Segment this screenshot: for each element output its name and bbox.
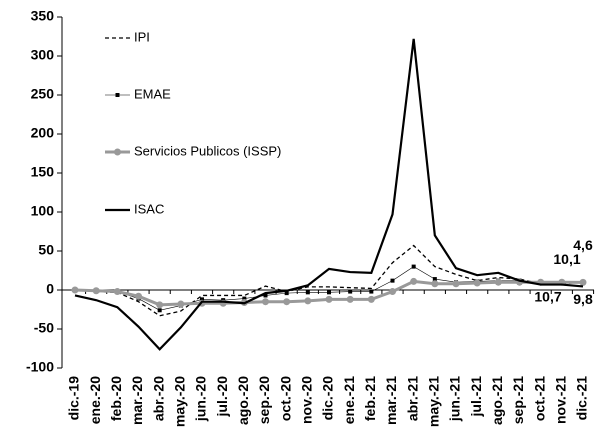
x-tick-label: jun.-21 — [447, 376, 463, 422]
x-tick-label: mar.-21 — [383, 376, 399, 425]
x-tick-label: abr.-20 — [150, 376, 166, 421]
marker — [579, 278, 587, 286]
marker — [304, 297, 312, 305]
x-tick-label: oct.-20 — [277, 376, 293, 421]
marker — [177, 300, 185, 308]
x-tick-label: feb.-21 — [362, 376, 378, 421]
x-tick-label: ene.-20 — [87, 376, 103, 424]
y-tick-label: 350 — [31, 8, 55, 24]
marker — [157, 308, 162, 313]
x-tick-label: mar.-20 — [129, 376, 145, 425]
legend-label: ISAC — [134, 201, 164, 216]
y-tick-label: 50 — [38, 242, 54, 258]
series-line — [74, 38, 584, 351]
marker — [262, 298, 269, 306]
x-tick-label: sep.-20 — [256, 376, 272, 424]
x-tick-label: jul.-21 — [468, 376, 484, 418]
x-tick-label: ago.-20 — [235, 376, 251, 425]
marker — [411, 264, 416, 269]
value-label: 10,7 — [534, 288, 561, 304]
legend-marker — [114, 148, 121, 156]
x-tick-label: ene.-21 — [341, 376, 357, 424]
x-tick-label: nov.-20 — [299, 376, 315, 424]
x-tick-label: may.-21 — [426, 376, 442, 427]
value-label: 10,1 — [553, 251, 580, 267]
x-tick-label: oct.-21 — [531, 376, 547, 421]
marker — [156, 301, 164, 309]
x-tick-label: jun.-20 — [193, 376, 209, 422]
y-tick-label: 100 — [31, 203, 55, 219]
marker — [389, 288, 396, 296]
x-tick-label: sep.-21 — [510, 376, 526, 424]
marker — [242, 296, 247, 301]
marker — [327, 290, 331, 295]
x-tick-label: may.-20 — [172, 376, 188, 427]
marker — [325, 295, 333, 303]
x-tick-label: dic.-19 — [66, 376, 82, 421]
marker — [367, 295, 375, 303]
series-line — [74, 244, 584, 317]
marker — [200, 297, 204, 302]
marker — [348, 289, 353, 294]
marker — [494, 278, 502, 286]
x-tick-label: feb.-20 — [108, 376, 124, 421]
x-tick-label: dic.-20 — [320, 376, 336, 421]
x-tick-label: ago.-21 — [489, 376, 505, 425]
marker — [473, 279, 481, 287]
marker — [263, 293, 268, 298]
marker — [135, 292, 142, 300]
y-tick-label: 200 — [31, 125, 55, 141]
marker — [92, 287, 100, 295]
legend-marker — [115, 93, 120, 97]
series-line — [74, 266, 584, 311]
marker — [113, 288, 121, 296]
y-tick-label: 0 — [46, 281, 54, 297]
legend-label: Servicios Publicos (ISSP) — [134, 143, 281, 158]
marker — [369, 289, 374, 294]
marker — [346, 295, 354, 303]
value-label: 9,8 — [573, 291, 593, 307]
marker — [432, 277, 437, 282]
value-label: 4,6 — [573, 237, 593, 253]
legend-label: IPI — [134, 29, 150, 44]
y-tick-label: 250 — [31, 86, 55, 102]
marker — [305, 290, 310, 295]
x-tick-label: dic.-21 — [574, 376, 590, 421]
marker — [452, 280, 460, 288]
y-tick-label: 150 — [31, 164, 55, 180]
marker — [431, 280, 439, 288]
x-tick-label: jul.-20 — [214, 376, 230, 418]
x-tick-label: abr.-21 — [404, 376, 420, 421]
marker — [71, 286, 79, 294]
y-tick-label: -100 — [26, 359, 54, 375]
marker — [283, 298, 291, 306]
marker — [390, 278, 395, 283]
marker — [410, 277, 418, 285]
y-tick-label: 300 — [31, 47, 55, 63]
x-tick-label: nov.-21 — [553, 376, 569, 424]
legend-label: EMAE — [134, 86, 171, 101]
y-tick-label: -50 — [34, 320, 54, 336]
marker — [284, 291, 289, 296]
